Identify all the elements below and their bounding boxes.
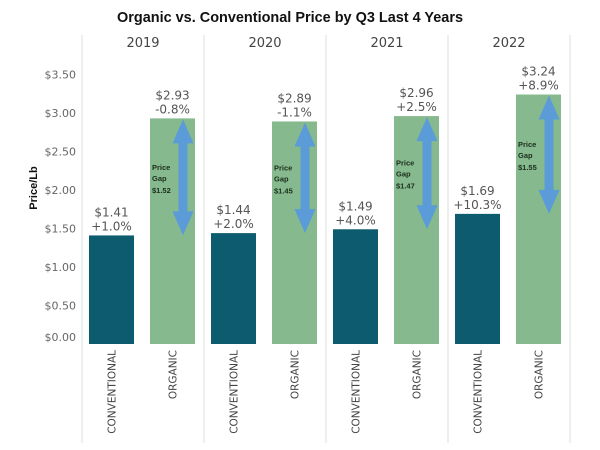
category-label: ORGANIC bbox=[534, 350, 546, 399]
price-value-label: $3.24 bbox=[521, 65, 555, 79]
facet-headers: 2019 2020 2021 2022 bbox=[126, 36, 525, 51]
conventional-bar bbox=[89, 235, 134, 344]
organic-bar bbox=[394, 116, 439, 344]
category-label: ORGANIC bbox=[290, 350, 302, 399]
price-value-label: $1.41 bbox=[94, 205, 128, 219]
price-value-label: $2.96 bbox=[399, 86, 433, 100]
category-label: CONVENTIONAL bbox=[351, 350, 363, 434]
category-label: CONVENTIONAL bbox=[229, 350, 241, 434]
y-tick-label: $1.00 bbox=[45, 261, 77, 274]
price-gap-value: $1.52 bbox=[152, 186, 171, 195]
price-gap-label: Price bbox=[518, 140, 536, 149]
price-gap-annotations: Price Gap $1.52 Price Gap $1.45 Price Gap $1.47 P… bbox=[152, 95, 560, 236]
double-arrow-icon bbox=[538, 95, 560, 214]
double-arrow-icon bbox=[172, 119, 194, 236]
price-value-label: $2.89 bbox=[277, 91, 311, 105]
yoy-change-label: +10.3% bbox=[453, 198, 501, 212]
price-value-label: $1.44 bbox=[216, 203, 250, 217]
category-label: CONVENTIONAL bbox=[107, 350, 119, 434]
category-label: ORGANIC bbox=[168, 350, 180, 399]
yoy-change-label: -0.8% bbox=[155, 102, 190, 116]
conventional-bar bbox=[211, 233, 256, 344]
facet-year-label: 2020 bbox=[248, 36, 281, 51]
yoy-change-label: +2.0% bbox=[213, 217, 254, 231]
bars bbox=[89, 94, 561, 345]
category-label: ORGANIC bbox=[412, 350, 424, 399]
y-axis-label: Price/Lb bbox=[28, 166, 40, 210]
price-gap-label: Gap bbox=[518, 151, 533, 160]
price-gap-value: $1.47 bbox=[396, 182, 415, 191]
price-gap-label: Gap bbox=[274, 174, 289, 183]
y-tick-label: $2.00 bbox=[45, 184, 77, 197]
price-gap-label: Price bbox=[152, 163, 170, 172]
organic-bar bbox=[516, 94, 561, 345]
y-tick-label: $3.00 bbox=[45, 107, 77, 120]
double-arrow-icon bbox=[294, 122, 316, 234]
y-tick-label: $0.00 bbox=[45, 331, 77, 344]
y-tick-label: $1.50 bbox=[45, 223, 77, 236]
facet-year-label: 2021 bbox=[370, 36, 403, 51]
chart-title: Organic vs. Conventional Price by Q3 Las… bbox=[117, 9, 463, 26]
double-arrow-icon bbox=[416, 117, 438, 230]
price-gap-value: $1.55 bbox=[518, 163, 537, 172]
price-value-label: $1.49 bbox=[338, 199, 372, 213]
price-value-label: $1.69 bbox=[460, 184, 494, 198]
price-gap-label: Gap bbox=[152, 174, 167, 183]
yoy-change-label: +1.0% bbox=[91, 219, 132, 233]
y-tick-label: $3.50 bbox=[45, 69, 77, 82]
price-value-label: $2.93 bbox=[155, 88, 189, 102]
yoy-change-label: -1.1% bbox=[277, 105, 312, 119]
facet-year-label: 2019 bbox=[126, 36, 159, 51]
panel-separators bbox=[81, 35, 571, 443]
yoy-change-label: +4.0% bbox=[335, 213, 376, 227]
category-label: CONVENTIONAL bbox=[473, 350, 485, 434]
organic-bar bbox=[150, 118, 195, 344]
y-tick-label: $0.50 bbox=[45, 300, 77, 313]
price-gap-value: $1.45 bbox=[274, 186, 293, 195]
conventional-bar bbox=[333, 229, 378, 344]
y-tick-label: $2.50 bbox=[45, 146, 77, 159]
facet-year-label: 2022 bbox=[492, 36, 525, 51]
price-gap-label: Price bbox=[274, 163, 292, 172]
yoy-change-label: +8.9% bbox=[518, 79, 559, 93]
organic-bar bbox=[272, 121, 317, 344]
price-gap-label: Gap bbox=[396, 170, 411, 179]
y-axis-ticks: $0.00 $0.50 $1.00 $1.50 $2.00 $2.50 $3.00 $3.50 bbox=[45, 69, 77, 345]
conventional-bar bbox=[455, 213, 500, 344]
yoy-change-label: +2.5% bbox=[396, 100, 437, 114]
category-labels: CONVENTIONAL ORGANIC CONVENTIONAL ORGANIC CO… bbox=[107, 350, 546, 434]
price-gap-label: Price bbox=[396, 159, 414, 168]
data-labels: $1.41+1.0% $2.93-0.8% $1.44+2.0% $2.89-1.1%… bbox=[91, 65, 559, 234]
